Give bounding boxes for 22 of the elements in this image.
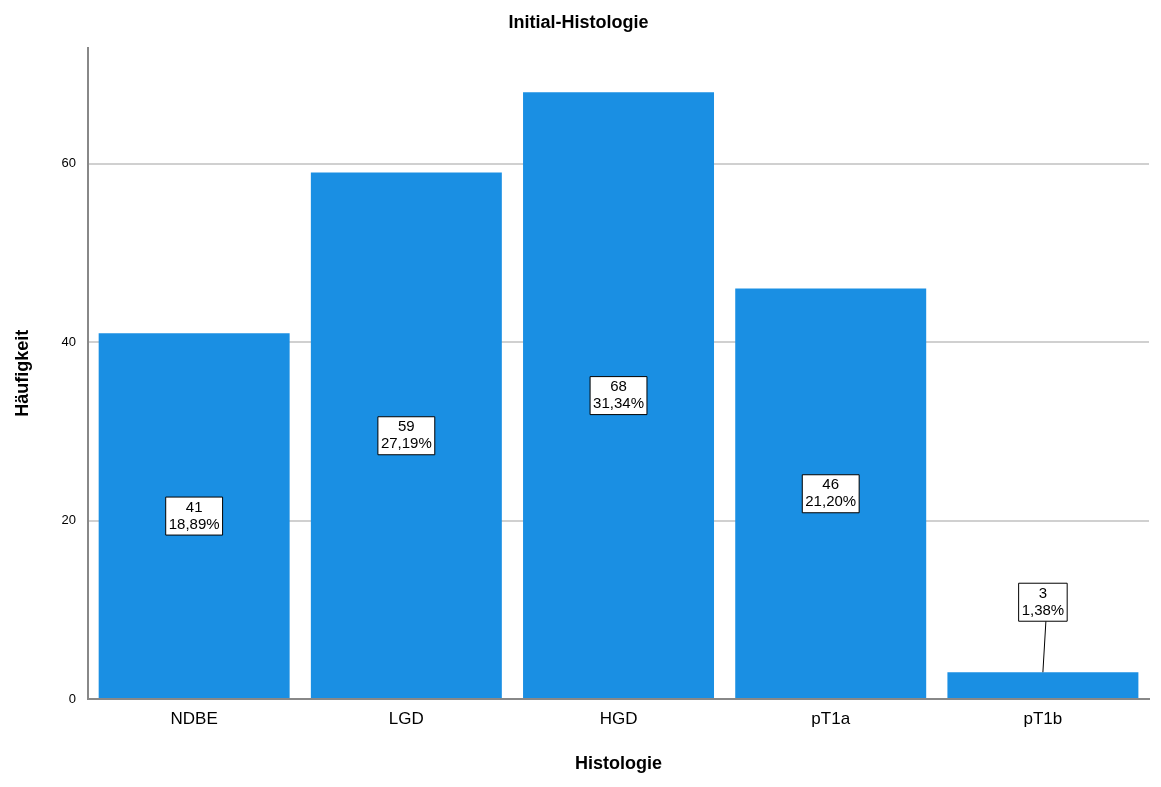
data-label: 46 21,20% bbox=[805, 475, 857, 510]
x-axis-title: Histologie bbox=[575, 753, 663, 774]
bar bbox=[523, 92, 715, 698]
x-tick-label: pT1a bbox=[811, 708, 851, 728]
bar bbox=[947, 672, 1139, 698]
y-tick-label: 40 bbox=[61, 333, 77, 349]
x-tick-label: pT1b bbox=[1023, 708, 1063, 728]
y-tick-label: 0 bbox=[68, 690, 77, 706]
y-axis-title: Häufigkeit bbox=[11, 329, 32, 417]
bar bbox=[310, 172, 502, 698]
y-tick-label: 60 bbox=[61, 155, 77, 171]
bar bbox=[98, 333, 290, 698]
data-label: 3 1,38% bbox=[1021, 583, 1065, 618]
x-tick-label: NDBE bbox=[170, 708, 218, 728]
x-tick-label: HGD bbox=[599, 708, 638, 728]
data-label: 59 27,19% bbox=[380, 417, 432, 452]
bar bbox=[735, 288, 927, 698]
data-label: 68 31,34% bbox=[593, 377, 644, 412]
chart-title: Initial-Histologie bbox=[508, 11, 649, 32]
y-tick-label: 20 bbox=[61, 512, 77, 528]
x-tick-label: LGD bbox=[388, 708, 424, 728]
data-label: 41 18,89% bbox=[168, 497, 220, 532]
